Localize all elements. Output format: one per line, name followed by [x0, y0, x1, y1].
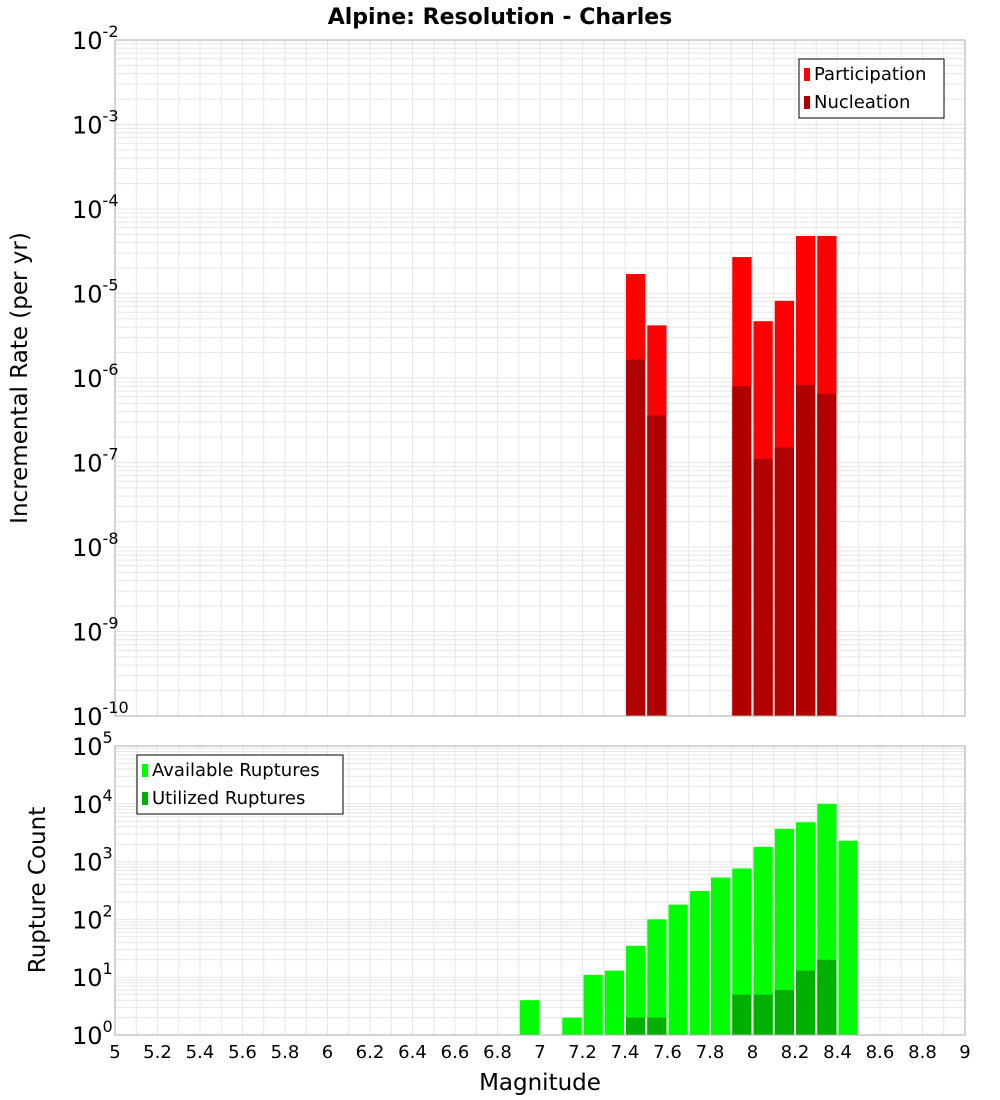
y-tick-label: 101: [72, 959, 113, 992]
bar: [796, 384, 816, 716]
x-tick-label: 7.8: [696, 1042, 725, 1063]
x-tick-label: 8.6: [866, 1042, 895, 1063]
legend-swatch: [142, 764, 148, 777]
bar: [817, 959, 837, 1035]
x-tick-labels: 5 5.2 5.4 5.6 5.8 6 6.2 6.4 6.6 6.8 7 7.2 7.4 7.6 7.8 8…: [109, 1042, 970, 1063]
y-tick-label: 10-6: [72, 360, 119, 393]
y-tick-label: 103: [72, 844, 113, 877]
bar: [774, 990, 794, 1035]
bar: [604, 970, 624, 1035]
bar: [668, 904, 688, 1035]
y-axis-label-rate: Incremental Rate (per yr): [7, 232, 33, 524]
bar: [753, 994, 773, 1035]
x-tick-label: 5.6: [228, 1042, 257, 1063]
y-tick-label: 10-7: [72, 445, 119, 478]
bar: [753, 846, 773, 1035]
bar: [562, 1017, 582, 1035]
x-tick-label: 7.6: [653, 1042, 682, 1063]
bar: [626, 359, 646, 716]
y-tick-label: 104: [72, 786, 113, 819]
y-tick-label: 10-9: [72, 614, 119, 647]
x-tick-label: 6: [322, 1042, 333, 1063]
grid: [114, 39, 966, 717]
legend-label: Participation: [814, 64, 926, 85]
y-tick-label: 10-8: [72, 529, 119, 562]
bar: [647, 919, 667, 1035]
x-tick-label: 6.6: [441, 1042, 470, 1063]
bar: [753, 459, 773, 716]
y-tick-label: 10-3: [72, 107, 119, 140]
bar: [732, 868, 752, 1035]
bar: [647, 1017, 667, 1035]
bar: [732, 994, 752, 1035]
y-tick-label: 102: [72, 901, 113, 934]
y-tick-label: 10-10: [72, 698, 129, 731]
x-tick-label: 5.2: [143, 1042, 172, 1063]
bar: [711, 877, 731, 1035]
series-utilized-ruptures: [626, 959, 837, 1035]
bar: [647, 415, 667, 716]
legend: Available Ruptures Utilized Ruptures: [136, 754, 344, 815]
bar: [817, 393, 837, 716]
x-tick-label: 5.4: [186, 1042, 215, 1063]
legend: Participation Nucleation: [798, 58, 945, 119]
x-tick-label: 5: [109, 1042, 120, 1063]
bar: [583, 974, 603, 1035]
legend-label: Available Ruptures: [152, 760, 320, 781]
y-tick-labels: 100 101 102 103 104 105: [72, 728, 113, 1050]
y-tick-label: 10-5: [72, 276, 119, 309]
bar: [732, 386, 752, 716]
x-tick-label: 5.8: [271, 1042, 300, 1063]
x-tick-label: 7.2: [568, 1042, 597, 1063]
x-tick-label: 6.4: [398, 1042, 427, 1063]
x-tick-label: 7.4: [611, 1042, 640, 1063]
x-tick-label: 8.8: [908, 1042, 937, 1063]
legend-swatch: [804, 68, 810, 81]
bar: [689, 890, 709, 1035]
y-tick-label: 10-2: [72, 22, 119, 55]
x-tick-label: 8.2: [781, 1042, 810, 1063]
x-tick-label: 9: [959, 1042, 970, 1063]
y-tick-label: 105: [72, 728, 113, 761]
legend-label: Nucleation: [814, 92, 910, 113]
legend-swatch: [142, 792, 148, 805]
chart-title: Alpine: Resolution - Charles: [328, 5, 673, 30]
legend-swatch: [804, 96, 810, 109]
y-tick-labels: 10-10 10-9 10-8 10-7 10-6 10-5 10-4 10-3 10-2: [72, 22, 129, 731]
y-axis-label-count: Rupture Count: [25, 807, 51, 973]
x-tick-label: 7: [534, 1042, 545, 1063]
bar: [519, 1000, 539, 1035]
count-panel: 100 101 102 103 104 105 Available Ruptures Util…: [72, 728, 966, 1050]
bar: [774, 828, 794, 1035]
bar: [774, 447, 794, 716]
bar: [626, 945, 646, 1035]
bar: [838, 840, 858, 1035]
legend-label: Utilized Ruptures: [152, 788, 305, 809]
x-tick-label: 6.8: [483, 1042, 512, 1063]
x-tick-label: 6.2: [356, 1042, 385, 1063]
bar: [626, 1017, 646, 1035]
rate-panel: 10-10 10-9 10-8 10-7 10-6 10-5 10-4 10-3 10-2 Par…: [72, 22, 966, 731]
x-tick-label: 8: [747, 1042, 758, 1063]
series-nucleation: [626, 359, 837, 716]
bar: [796, 970, 816, 1035]
x-tick-label: 8.4: [823, 1042, 852, 1063]
y-tick-label: 100: [72, 1017, 113, 1050]
y-tick-label: 10-4: [72, 191, 119, 224]
x-axis-label: Magnitude: [479, 1070, 601, 1096]
